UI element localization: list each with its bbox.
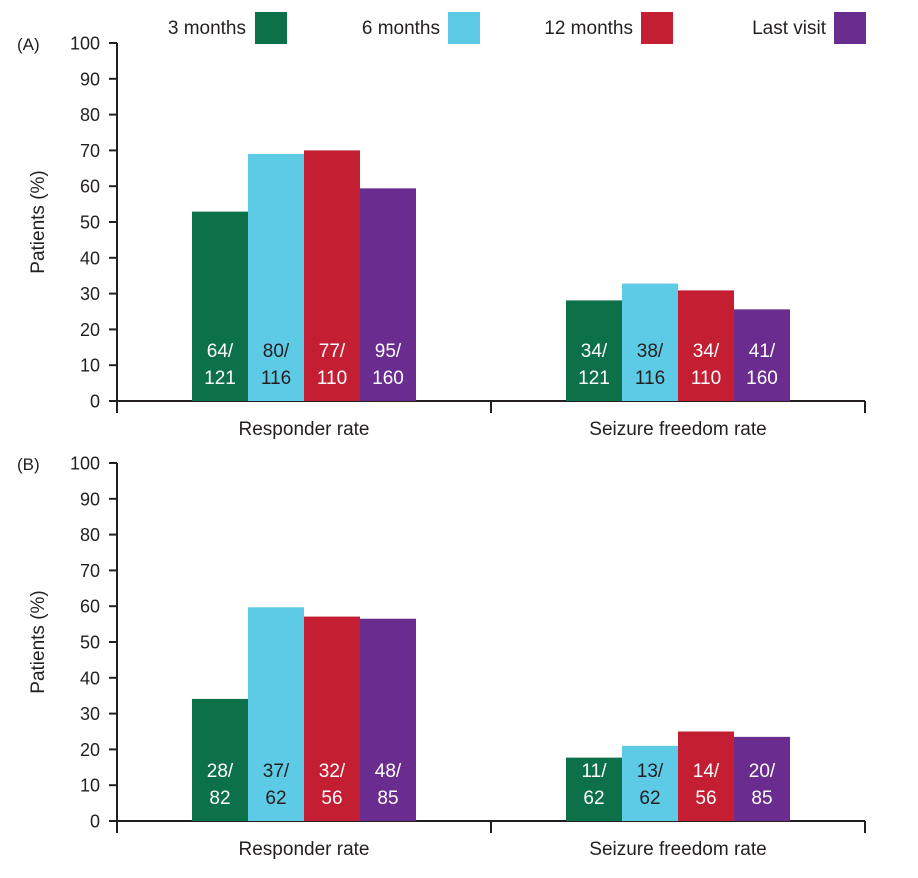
bar-3-months-seizure-freedom-rate — [566, 300, 622, 401]
bar-data-label: 77/ — [319, 341, 346, 362]
legend-label: Last visit — [752, 18, 827, 39]
y-tick-label: 40 — [80, 668, 100, 688]
bar-data-label: 14/ — [693, 761, 720, 782]
y-tick-label: 30 — [80, 284, 100, 304]
bar-data-label: 160 — [372, 368, 404, 389]
y-tick-label: 0 — [90, 812, 100, 832]
bar-data-label: 37/ — [263, 761, 290, 782]
bar-data-label: 80/ — [263, 341, 290, 362]
bar-data-label: 20/ — [749, 761, 776, 782]
legend-item-3-months: 3 months — [168, 12, 287, 44]
bar-data-label: 56 — [695, 788, 716, 809]
category-label: Responder rate — [239, 839, 370, 860]
bar-data-label: 13/ — [637, 761, 664, 782]
y-tick-label: 70 — [80, 561, 100, 581]
legend-label: 6 months — [362, 18, 440, 39]
bar-last-visit-seizure-freedom-rate — [734, 736, 790, 821]
legend-item-last-visit: Last visit — [752, 12, 866, 44]
y-tick-label: 70 — [80, 141, 100, 161]
y-tick-label: 30 — [80, 704, 100, 724]
y-tick-label: 90 — [80, 69, 100, 89]
legend-label: 12 months — [544, 18, 633, 39]
legend: 3 months 6 months 12 months Last visit — [168, 12, 866, 44]
bar-data-label: 41/ — [749, 341, 776, 362]
bar-data-label: 34/ — [581, 341, 608, 362]
bar-data-label: 62 — [639, 788, 660, 809]
bar-data-label: 121 — [578, 368, 610, 389]
bar-12-months-responder-rate — [304, 616, 360, 821]
legend-item-6-months: 6 months — [362, 12, 480, 44]
bar-last-visit-responder-rate — [360, 618, 416, 821]
bar-3-months-responder-rate — [192, 211, 248, 401]
bar-data-label: 64/ — [207, 341, 234, 362]
bar-data-label: 28/ — [207, 761, 234, 782]
bar-data-label: 116 — [261, 368, 291, 389]
y-tick-label: 50 — [80, 633, 100, 653]
panel-label: (B) — [17, 455, 40, 474]
category-label: Seizure freedom rate — [589, 419, 766, 440]
bar-data-label: 62 — [583, 788, 604, 809]
bar-data-label: 121 — [204, 368, 236, 389]
category-label: Seizure freedom rate — [589, 839, 766, 860]
bar-6-months-responder-rate — [248, 607, 304, 821]
legend-swatch — [448, 12, 480, 44]
bar-data-label: 116 — [635, 368, 665, 389]
panel-label: (A) — [17, 35, 40, 54]
bar-data-label: 34/ — [693, 341, 720, 362]
bar-data-label: 85 — [751, 788, 772, 809]
y-tick-label: 50 — [80, 213, 100, 233]
y-axis-label: Patients (%) — [28, 590, 49, 693]
bar-data-label: 85 — [377, 788, 398, 809]
bar-12-months-responder-rate — [304, 150, 360, 401]
bar-last-visit-responder-rate — [360, 188, 416, 401]
bar-data-label: 56 — [321, 788, 342, 809]
bar-data-label: 32/ — [319, 761, 346, 782]
bar-data-label: 48/ — [375, 761, 402, 782]
legend-swatch — [641, 12, 673, 44]
bar-data-label: 110 — [317, 368, 347, 389]
y-tick-label: 100 — [70, 454, 100, 474]
bar-data-label: 160 — [746, 368, 778, 389]
bar-data-label: 82 — [209, 788, 230, 809]
panel-b: (B) Patients (%) 0 10 20 30 40 50 60 70 80 90 100 Res… — [17, 454, 866, 860]
bar-6-months-responder-rate — [248, 153, 304, 401]
y-tick-label: 80 — [80, 525, 100, 545]
legend-label: 3 months — [168, 18, 246, 39]
legend-swatch — [834, 12, 866, 44]
bar-12-months-seizure-freedom-rate — [678, 731, 734, 821]
y-tick-label: 40 — [80, 248, 100, 268]
y-tick-label: 60 — [80, 597, 100, 617]
y-tick-label: 0 — [90, 392, 100, 412]
y-tick-label: 100 — [70, 34, 100, 54]
y-tick-label: 20 — [80, 320, 100, 340]
bar-3-months-seizure-freedom-rate — [566, 757, 622, 821]
y-tick-label: 60 — [80, 177, 100, 197]
bar-last-visit-seizure-freedom-rate — [734, 309, 790, 401]
panel-a: (A) Patients (%) 0 10 20 30 40 50 60 70 80 90 100 Res… — [17, 34, 866, 440]
y-axis-label: Patients (%) — [28, 170, 49, 273]
y-tick-label: 20 — [80, 740, 100, 760]
bar-data-label: 110 — [691, 368, 721, 389]
bar-6-months-seizure-freedom-rate — [622, 283, 678, 401]
y-tick-label: 90 — [80, 489, 100, 509]
y-tick-label: 10 — [80, 356, 100, 376]
y-tick-label: 10 — [80, 776, 100, 796]
legend-swatch — [255, 12, 287, 44]
bar-12-months-seizure-freedom-rate — [678, 290, 734, 401]
bar-data-label: 11/ — [581, 761, 607, 782]
bar-3-months-responder-rate — [192, 698, 248, 821]
y-tick-label: 80 — [80, 105, 100, 125]
bar-data-label: 38/ — [637, 341, 664, 362]
bar-6-months-seizure-freedom-rate — [622, 745, 678, 821]
bar-data-label: 95/ — [375, 341, 402, 362]
bar-data-label: 62 — [265, 788, 286, 809]
category-label: Responder rate — [239, 419, 370, 440]
legend-item-12-months: 12 months — [544, 12, 673, 44]
